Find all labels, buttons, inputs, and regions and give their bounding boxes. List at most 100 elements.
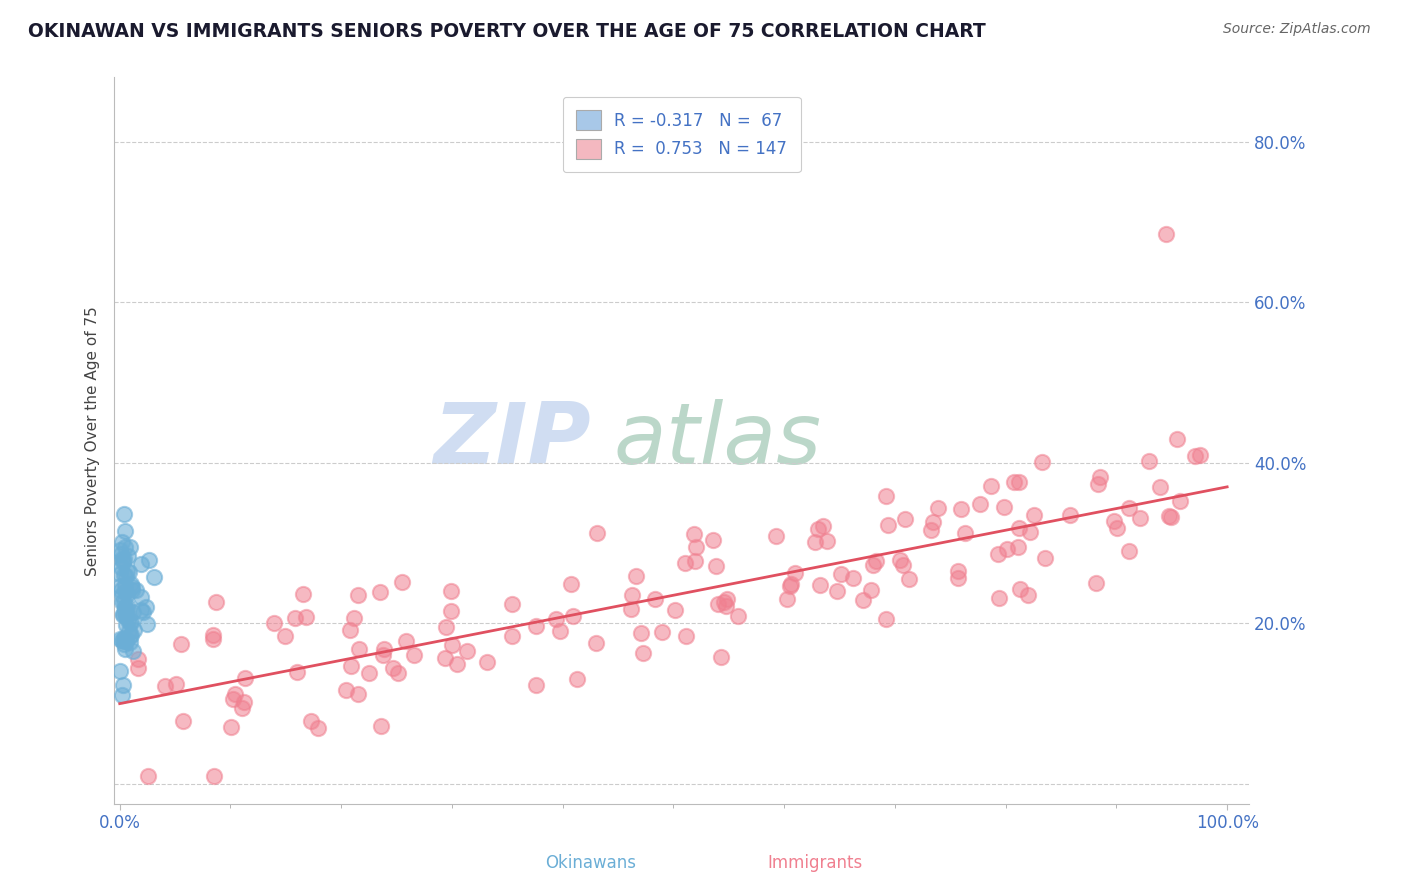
Point: [875, 612, 897, 626]
Point: [110, 583, 132, 598]
Point: [776, 592, 799, 607]
Point: [121, 582, 143, 597]
Point: [347, 687, 370, 701]
Point: [860, 582, 883, 597]
Point: [368, 585, 391, 599]
Point: [710, 649, 733, 664]
Point: [132, 605, 155, 619]
Point: [1154, 227, 1177, 241]
Point: [111, 608, 134, 623]
Point: [115, 599, 138, 613]
Text: OKINAWAN VS IMMIGRANTS SENIORS POVERTY OVER THE AGE OF 75 CORRELATION CHART: OKINAWAN VS IMMIGRANTS SENIORS POVERTY O…: [28, 22, 986, 41]
Point: [1087, 477, 1109, 491]
Point: [299, 714, 322, 729]
Point: [524, 678, 547, 692]
Point: [877, 518, 900, 533]
Point: [165, 677, 187, 691]
Point: [111, 535, 134, 549]
Point: [986, 547, 1008, 561]
Point: [112, 678, 135, 692]
Text: ZIP: ZIP: [433, 400, 591, 483]
Point: [780, 576, 803, 591]
Point: [114, 540, 136, 554]
Point: [114, 595, 136, 609]
Point: [127, 651, 149, 665]
Point: [1102, 514, 1125, 528]
Point: [1059, 508, 1081, 522]
Point: [339, 623, 361, 637]
Point: [114, 633, 136, 648]
Point: [202, 627, 225, 641]
Point: [114, 583, 136, 598]
Point: [716, 592, 738, 607]
Point: [115, 617, 138, 632]
Point: [335, 683, 357, 698]
Point: [953, 526, 976, 541]
Point: [110, 579, 132, 593]
Point: [136, 769, 159, 783]
Point: [1088, 470, 1111, 484]
Point: [111, 595, 134, 609]
Point: [112, 631, 135, 645]
Point: [112, 551, 135, 566]
Point: [631, 646, 654, 660]
Point: [115, 568, 138, 582]
Point: [1031, 455, 1053, 469]
Point: [121, 580, 143, 594]
Point: [110, 632, 132, 646]
Point: [172, 714, 194, 729]
Point: [222, 692, 245, 706]
Point: [110, 665, 132, 679]
Point: [274, 629, 297, 643]
Point: [285, 665, 308, 679]
Point: [560, 577, 582, 591]
Point: [117, 624, 139, 638]
Point: [1168, 493, 1191, 508]
Point: [295, 609, 318, 624]
Point: [1188, 448, 1211, 462]
Point: [946, 564, 969, 578]
Point: [381, 661, 404, 675]
Point: [501, 597, 523, 611]
Point: [889, 553, 911, 567]
Point: [115, 564, 138, 578]
Point: [969, 497, 991, 511]
Point: [347, 641, 370, 656]
Point: [1008, 521, 1031, 535]
Point: [111, 633, 134, 648]
Point: [644, 592, 666, 607]
Point: [307, 721, 329, 735]
Point: [114, 600, 136, 615]
Point: [387, 666, 409, 681]
Point: [434, 620, 457, 634]
Point: [685, 540, 707, 554]
Point: [1149, 480, 1171, 494]
Point: [357, 665, 380, 680]
Point: [980, 479, 1002, 493]
Point: [673, 556, 696, 570]
Point: [1008, 475, 1031, 490]
Point: [122, 605, 145, 619]
Point: [779, 579, 801, 593]
Point: [1107, 521, 1129, 535]
Point: [562, 608, 585, 623]
Point: [404, 648, 426, 662]
Point: [1118, 544, 1140, 558]
Point: [1033, 550, 1056, 565]
Point: [114, 607, 136, 622]
Point: [110, 548, 132, 562]
Point: [1024, 508, 1046, 523]
Point: [1010, 582, 1032, 596]
Point: [1017, 588, 1039, 602]
Point: [1002, 475, 1025, 490]
Point: [1085, 575, 1108, 590]
Point: [565, 672, 588, 686]
Text: Immigrants: Immigrants: [768, 855, 863, 872]
Point: [651, 625, 673, 640]
Point: [803, 534, 825, 549]
Point: [544, 612, 567, 626]
Point: [997, 541, 1019, 556]
Point: [439, 604, 461, 618]
Point: [129, 590, 152, 604]
Point: [110, 542, 132, 557]
